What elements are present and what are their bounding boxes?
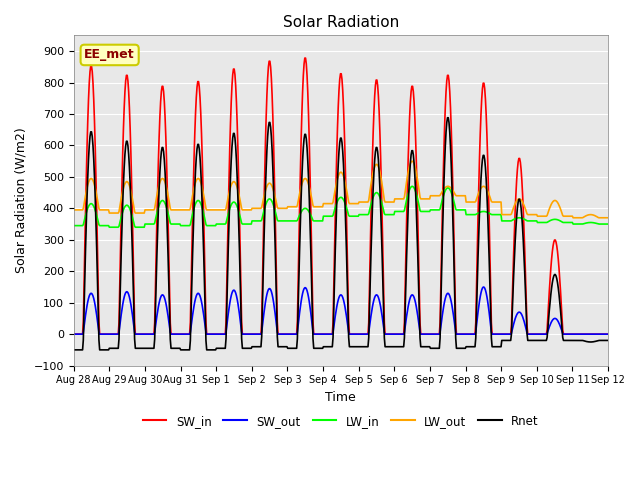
Rnet [189,252,196,257]
Rnet [406,172,413,178]
LW_in [218,221,225,227]
SW_out [406,297,413,303]
Rnet [604,337,612,343]
SW_out [604,331,612,337]
SW_in [406,99,414,105]
Rnet [421,344,429,349]
SW_out [217,331,225,337]
SW_out [79,329,87,335]
LW_in [135,224,143,230]
SW_in [70,331,77,337]
SW_in [217,331,225,337]
LW_out [217,207,225,213]
LW_out [570,215,577,221]
LW_in [70,223,77,228]
Line: LW_out: LW_out [74,161,608,218]
Title: Solar Radiation: Solar Radiation [283,15,399,30]
Line: LW_in: LW_in [74,186,608,227]
LW_out [134,210,142,216]
Rnet [217,346,225,351]
Line: SW_out: SW_out [74,287,608,334]
SW_out [134,331,142,337]
LW_in [423,209,431,215]
SW_out [70,331,77,337]
SW_in [134,331,142,337]
SW_out [421,331,429,337]
Line: SW_in: SW_in [74,58,608,334]
Text: EE_met: EE_met [84,48,135,61]
LW_in [106,224,113,230]
SW_in [604,331,612,337]
Y-axis label: Solar Radiation (W/m2): Solar Radiation (W/m2) [15,128,28,273]
X-axis label: Time: Time [326,391,356,404]
LW_in [406,185,414,191]
Rnet [134,346,142,351]
LW_out [189,192,196,198]
SW_out [479,284,487,290]
LW_out [79,205,87,211]
LW_in [408,183,415,189]
LW_out [604,215,612,221]
LW_in [79,222,87,228]
LW_in [189,208,197,214]
Rnet [444,115,451,120]
LW_out [70,207,77,213]
Rnet [70,347,77,353]
Legend: SW_in, SW_out, LW_in, LW_out, Rnet: SW_in, SW_out, LW_in, LW_out, Rnet [138,410,543,432]
SW_in [422,331,430,337]
SW_in [189,214,196,220]
Line: Rnet: Rnet [74,118,608,350]
Rnet [79,337,87,343]
SW_in [301,55,308,61]
LW_out [422,196,430,202]
SW_in [79,319,87,325]
LW_in [604,221,612,227]
SW_out [189,312,196,318]
LW_out [406,163,413,169]
LW_out [408,158,415,164]
